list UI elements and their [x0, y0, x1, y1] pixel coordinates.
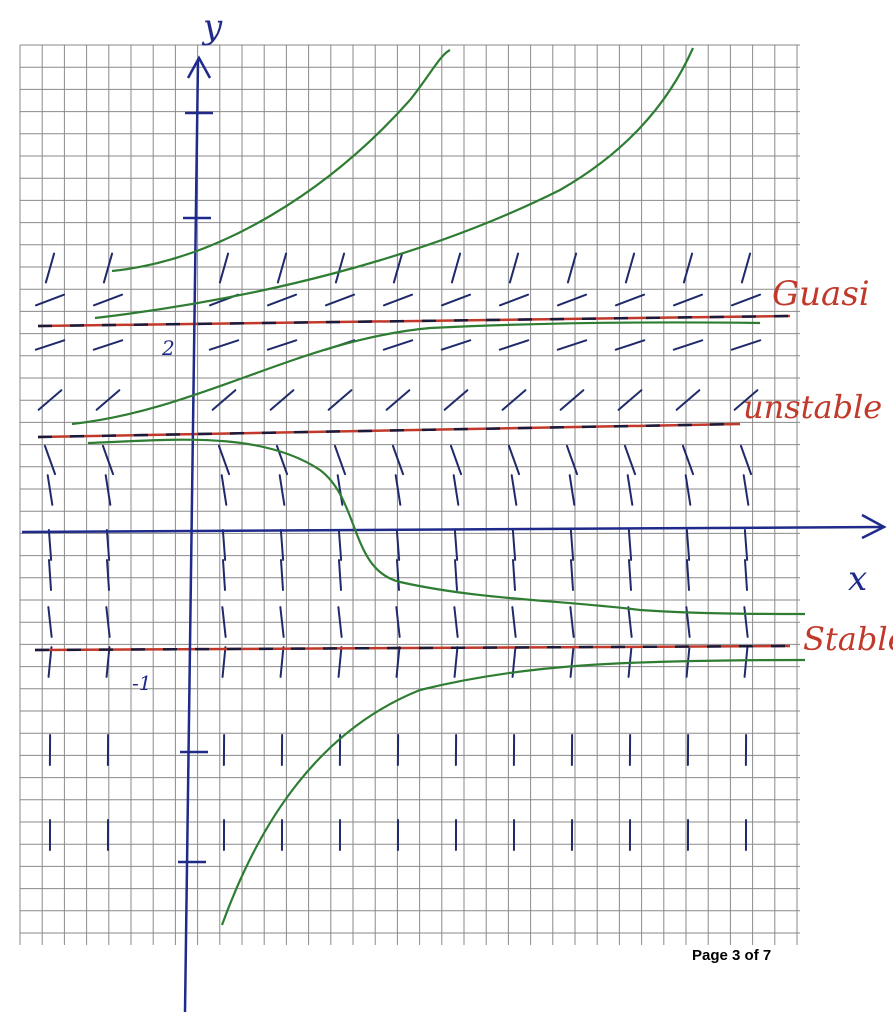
slope-mark	[335, 446, 345, 474]
grid-paper	[20, 45, 800, 945]
quasi-label: Guasi	[772, 274, 870, 314]
slope-mark	[687, 560, 689, 590]
slope-mark	[741, 446, 751, 474]
slope-mark	[684, 254, 692, 283]
slope-mark	[442, 295, 470, 306]
slope-mark	[510, 254, 518, 283]
slope-mark	[219, 446, 229, 474]
slope-mark	[45, 446, 55, 474]
graph-sheet: y x 2 -1 Guasi unstable Stable Page 3 of…	[0, 0, 893, 1017]
page-number: Page 3 of 7	[692, 947, 771, 964]
slope-mark	[744, 475, 749, 505]
slope-mark	[509, 446, 519, 474]
slope-mark	[732, 340, 760, 349]
slope-mark	[46, 254, 54, 283]
slope-mark	[683, 446, 693, 474]
slope-mark	[222, 475, 227, 505]
slope-mark	[571, 647, 574, 677]
slope-mark	[326, 295, 354, 306]
slope-mark	[393, 446, 403, 474]
slope-mark	[512, 475, 517, 505]
slope-mark	[280, 475, 285, 505]
slope-mark	[223, 647, 226, 677]
slope-mark	[48, 475, 53, 505]
slope-mark	[106, 475, 111, 505]
slope-field	[36, 254, 760, 850]
slope-mark	[36, 340, 64, 349]
solution-curve	[112, 50, 450, 271]
y-tick-label: -1	[132, 671, 151, 695]
slope-mark	[742, 254, 750, 283]
slope-mark	[629, 560, 631, 590]
slope-mark	[616, 340, 644, 349]
slope-mark	[220, 254, 228, 283]
y-tick-label: 2	[161, 336, 175, 360]
slope-mark	[558, 340, 586, 349]
slope-mark	[339, 560, 341, 590]
slope-mark	[616, 295, 644, 306]
slope-mark	[454, 475, 459, 505]
slope-mark	[455, 560, 457, 590]
slope-mark	[396, 475, 401, 505]
slope-mark	[732, 295, 760, 306]
slope-mark	[49, 647, 52, 677]
slope-mark	[94, 340, 122, 349]
stable-label: Stable	[803, 620, 893, 658]
slope-mark	[268, 295, 296, 306]
slope-mark	[745, 647, 748, 677]
slope-mark	[455, 647, 458, 677]
quasi-line	[38, 316, 790, 326]
slope-mark	[268, 340, 296, 349]
solution-curves	[72, 48, 805, 925]
slope-mark	[452, 254, 460, 283]
y-axis-label: y	[201, 7, 223, 47]
slope-mark	[567, 446, 577, 474]
slope-mark	[674, 340, 702, 349]
slope-mark	[278, 254, 286, 283]
slope-mark	[745, 560, 747, 590]
slope-mark	[49, 560, 51, 590]
slope-mark	[674, 295, 702, 306]
slope-mark	[384, 340, 412, 349]
y-axis	[185, 60, 198, 1012]
slope-mark	[513, 560, 515, 590]
slope-mark	[626, 254, 634, 283]
slope-mark	[625, 446, 635, 474]
slope-mark	[281, 647, 284, 677]
slope-mark	[281, 560, 283, 590]
slope-mark	[570, 475, 575, 505]
solution-curve	[222, 660, 805, 925]
slope-mark	[571, 560, 573, 590]
slope-mark	[451, 446, 461, 474]
slope-mark	[103, 446, 113, 474]
slope-mark	[336, 254, 344, 283]
x-axis-label: x	[848, 559, 867, 599]
slope-mark	[384, 295, 412, 306]
slope-mark	[442, 340, 470, 349]
slope-mark	[500, 340, 528, 349]
slope-mark	[628, 475, 633, 505]
slope-mark	[558, 295, 586, 306]
slope-mark	[36, 295, 64, 306]
solution-curve	[95, 48, 693, 318]
slope-mark	[339, 647, 342, 677]
axes	[22, 58, 884, 1012]
slope-mark	[223, 560, 225, 590]
slope-mark	[94, 295, 122, 306]
slope-mark	[104, 254, 112, 283]
unstable-label: unstable	[743, 388, 882, 426]
slope-mark	[210, 340, 238, 349]
slope-mark	[394, 254, 402, 283]
slope-mark	[500, 295, 528, 306]
